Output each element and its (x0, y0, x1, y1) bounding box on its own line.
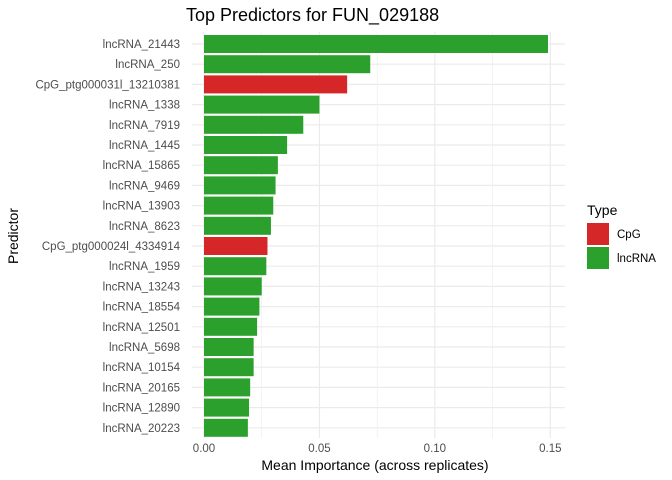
legend-key-lncrna (587, 247, 609, 269)
y-tick-label: lncRNA_8623 (109, 221, 180, 233)
y-tick-label: lncRNA_7919 (109, 120, 180, 132)
bar (204, 277, 262, 296)
y-tick-label: CpG_ptg000031l_13210381 (35, 79, 180, 91)
bar (204, 156, 278, 175)
x-tick-label: 0.10 (424, 443, 446, 455)
bar (204, 35, 548, 53)
bar (204, 55, 371, 74)
bar (204, 418, 248, 437)
bar (204, 257, 267, 276)
y-tick-label: lncRNA_1445 (109, 140, 180, 152)
x-tick-labels: 0.00 0.05 0.10 0.15 (193, 443, 562, 455)
bar (204, 398, 250, 417)
y-tick-label: lncRNA_13243 (103, 281, 180, 293)
y-tick-label: lncRNA_12501 (103, 322, 180, 334)
bar (204, 317, 258, 336)
y-tick-label: lncRNA_18554 (103, 302, 181, 314)
legend-title: Type (587, 202, 618, 218)
legend-label-lncrna: lncRNA (617, 253, 656, 265)
bar (204, 196, 274, 215)
x-axis-title: Mean Importance (across replicates) (261, 457, 488, 473)
bar (204, 75, 348, 94)
y-tick-label: lncRNA_20223 (103, 423, 180, 435)
y-tick-label: CpG_ptg000024l_4334914 (42, 241, 181, 253)
bars (204, 35, 548, 437)
y-axis-title: Predictor (5, 208, 21, 264)
y-tick-label: lncRNA_1959 (109, 261, 180, 273)
x-tick-label: 0.00 (193, 443, 215, 455)
y-tick-label: lncRNA_9469 (109, 180, 180, 192)
y-tick-label: lncRNA_15865 (103, 160, 180, 172)
y-tick-label: lncRNA_13903 (103, 201, 180, 213)
bar (204, 338, 254, 356)
bar (204, 216, 271, 235)
bar (204, 297, 260, 316)
bar (204, 136, 288, 154)
x-tick-label: 0.15 (539, 443, 561, 455)
bar (204, 378, 251, 397)
legend: Type CpG lncRNA (587, 202, 656, 269)
y-tick-labels: lncRNA_21443 lncRNA_250 CpG_ptg000031l_132… (35, 39, 180, 435)
y-tick-label: lncRNA_1338 (109, 100, 180, 112)
legend-key-cpg (587, 223, 609, 245)
chart-title: Top Predictors for FUN_029188 (186, 5, 439, 26)
bar (204, 358, 254, 377)
y-tick-label: lncRNA_5698 (109, 342, 180, 354)
bar (204, 115, 304, 134)
y-tick-label: lncRNA_20165 (103, 382, 180, 394)
y-tick-label: lncRNA_21443 (103, 39, 180, 51)
bar (204, 237, 268, 255)
bar (204, 176, 276, 195)
bar (204, 95, 320, 114)
legend-label-cpg: CpG (617, 229, 641, 241)
y-tick-label: lncRNA_10154 (103, 362, 181, 374)
y-tick-label: lncRNA_12890 (103, 403, 180, 415)
x-tick-label: 0.05 (308, 443, 330, 455)
y-tick-label: lncRNA_250 (115, 59, 180, 71)
